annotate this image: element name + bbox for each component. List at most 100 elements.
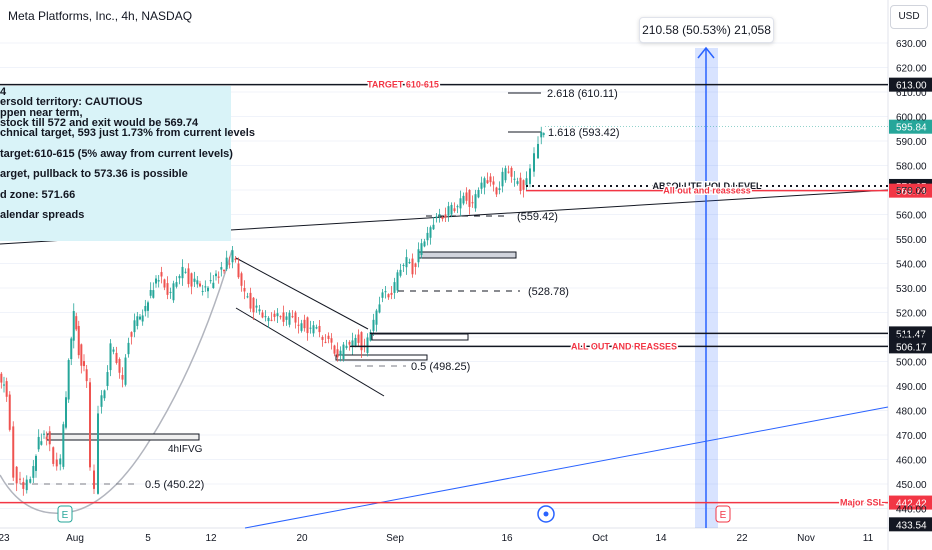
x-tick-label: 20 bbox=[296, 533, 308, 544]
candle bbox=[273, 313, 276, 317]
candle bbox=[237, 263, 240, 278]
candle bbox=[513, 178, 516, 180]
candle bbox=[318, 325, 321, 333]
note-line: d zone: 571.66 bbox=[0, 189, 76, 201]
candle bbox=[357, 334, 360, 343]
candle bbox=[411, 258, 414, 275]
candle bbox=[270, 319, 273, 321]
candle bbox=[217, 276, 220, 278]
price-axis-badge-label: 613.00 bbox=[896, 81, 927, 92]
channel-upper bbox=[235, 257, 369, 330]
price-axis-badge bbox=[889, 517, 932, 532]
candle bbox=[447, 206, 450, 216]
candle bbox=[133, 320, 136, 333]
candle bbox=[40, 441, 43, 445]
candle bbox=[276, 313, 279, 317]
candle bbox=[212, 282, 215, 288]
candle bbox=[471, 202, 474, 204]
fib-level-label: 0.5 (450.22) bbox=[145, 479, 204, 491]
candle bbox=[510, 167, 513, 177]
candle bbox=[255, 305, 258, 308]
candle bbox=[103, 390, 106, 399]
y-tick-label: 520.00 bbox=[896, 309, 927, 320]
candle bbox=[339, 350, 342, 356]
earnings-marker-label: E bbox=[720, 510, 727, 521]
x-tick-label: 11 bbox=[863, 533, 874, 544]
candle bbox=[384, 291, 387, 293]
candle bbox=[225, 257, 228, 270]
note-line: chnical target, 593 just 1.73% from curr… bbox=[0, 127, 255, 139]
candle bbox=[155, 278, 157, 284]
candle bbox=[315, 327, 318, 329]
candle bbox=[223, 270, 225, 272]
candle bbox=[124, 357, 127, 385]
candle bbox=[444, 214, 447, 218]
candle bbox=[52, 447, 55, 464]
candle bbox=[157, 280, 160, 282]
candle bbox=[312, 325, 315, 334]
candle bbox=[540, 131, 543, 138]
candle bbox=[429, 227, 432, 238]
y-tick-label: 490.00 bbox=[896, 382, 927, 393]
price-level-label: ALL OUT AND REASSES bbox=[571, 341, 677, 351]
candle bbox=[246, 296, 249, 298]
candle bbox=[22, 481, 25, 489]
candle bbox=[390, 292, 393, 295]
candle bbox=[136, 316, 139, 326]
price-axis-badge-label: 442.42 bbox=[896, 499, 927, 510]
candle bbox=[249, 292, 252, 309]
candle bbox=[441, 216, 444, 219]
candle bbox=[144, 305, 147, 312]
fib-level-label: 2.618 (610.11) bbox=[547, 88, 618, 100]
cup-pattern-arc bbox=[0, 249, 233, 514]
fib-level-label: (528.78) bbox=[528, 286, 569, 298]
candle bbox=[399, 269, 402, 276]
y-tick-label: 450.00 bbox=[896, 480, 927, 491]
candle bbox=[187, 268, 190, 285]
candle bbox=[402, 264, 405, 266]
candle bbox=[507, 171, 510, 173]
price-axis-badge bbox=[889, 183, 932, 198]
candle bbox=[306, 317, 309, 334]
candle bbox=[378, 304, 381, 313]
ifvg-zone bbox=[46, 433, 200, 441]
candle bbox=[533, 153, 535, 172]
candle bbox=[65, 397, 67, 428]
candle bbox=[215, 273, 217, 277]
candle bbox=[504, 168, 507, 181]
candle bbox=[297, 324, 300, 326]
candle bbox=[492, 181, 495, 185]
candle bbox=[169, 291, 172, 293]
candle bbox=[252, 297, 255, 313]
candle bbox=[366, 337, 369, 353]
candle bbox=[408, 262, 411, 264]
candle bbox=[477, 190, 480, 198]
candle bbox=[15, 466, 18, 484]
candle bbox=[387, 294, 390, 298]
candle bbox=[294, 312, 297, 323]
candle bbox=[498, 188, 501, 190]
candle bbox=[178, 275, 181, 279]
fib-level-label: (559.42) bbox=[517, 211, 558, 223]
candle bbox=[279, 316, 282, 318]
measure-tooltip: 210.58 (50.53%) 21,058 bbox=[639, 17, 774, 43]
candle bbox=[55, 459, 58, 467]
chart-title: Meta Platforms, Inc., 4h, NASDAQ bbox=[8, 9, 193, 23]
candle bbox=[417, 249, 420, 263]
candle bbox=[0, 373, 3, 383]
candle bbox=[93, 470, 95, 489]
y-tick-label: 560.00 bbox=[896, 211, 927, 222]
candle bbox=[483, 178, 486, 188]
candle bbox=[160, 272, 163, 277]
y-tick-label: 620.00 bbox=[896, 64, 927, 75]
candle bbox=[414, 263, 417, 267]
candle bbox=[48, 431, 51, 445]
candle bbox=[351, 340, 354, 347]
currency-button[interactable]: USD bbox=[890, 5, 928, 29]
candle bbox=[109, 343, 112, 371]
candle bbox=[149, 289, 152, 296]
earnings-marker bbox=[715, 505, 731, 523]
note-line: 4 bbox=[0, 86, 7, 98]
candle bbox=[282, 312, 285, 322]
